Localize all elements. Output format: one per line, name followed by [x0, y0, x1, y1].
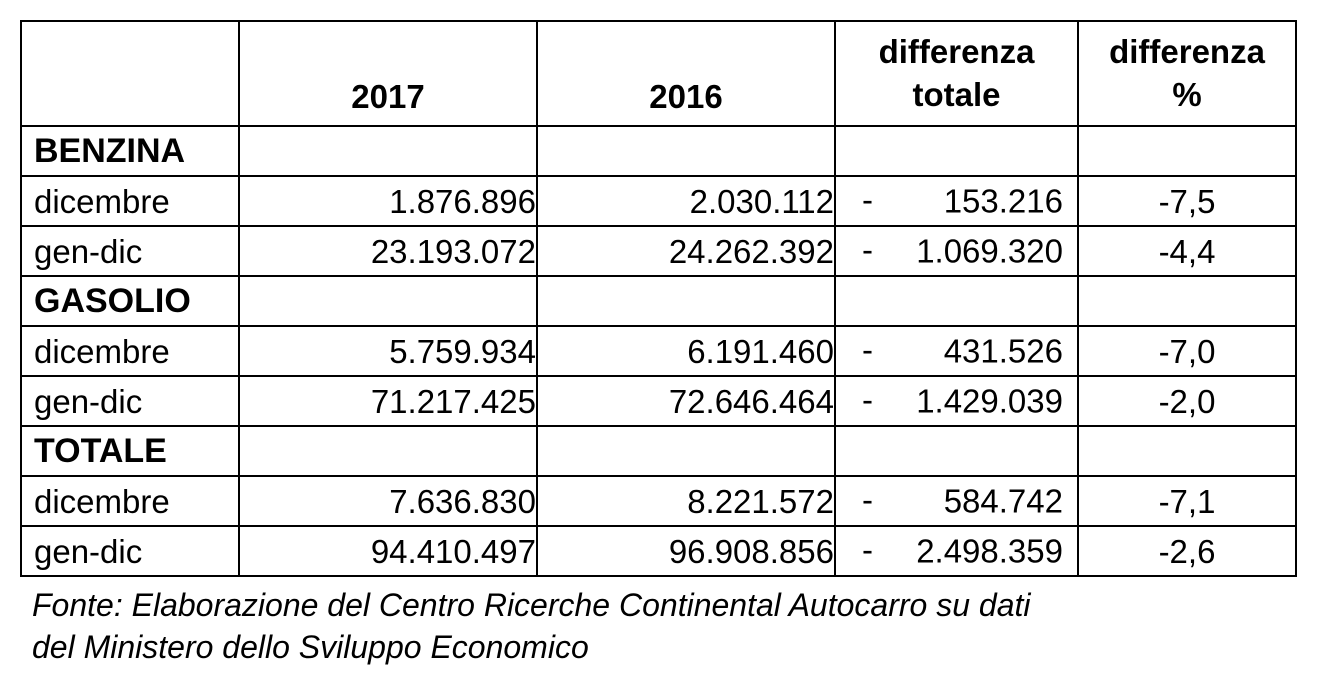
source-note: Fonte: Elaborazione del Centro Ricerche … — [32, 584, 1030, 668]
header-2016: 2016 — [536, 20, 836, 127]
diff-sign: - — [862, 230, 873, 268]
header-diff-total-line1: differenza — [878, 32, 1035, 70]
diff-pct-value: -2,0 — [1077, 375, 1297, 427]
header-diff-total: differenza totale — [834, 20, 1079, 127]
table-row: dicembre 1.876.896 2.030.112 - 153.216 -… — [20, 175, 1297, 227]
value-2017: 7.636.830 — [238, 475, 538, 527]
empty-cell — [238, 275, 538, 327]
value-2017: 5.759.934 — [238, 325, 538, 377]
value-2016: 72.646.464 — [536, 375, 836, 427]
header-diff-total-line2: totale — [912, 75, 1001, 113]
diff-sign: - — [862, 380, 873, 418]
value-2016: 6.191.460 — [536, 325, 836, 377]
diff-total-value: 431.526 — [943, 332, 1063, 370]
section-row-gasolio: GASOLIO — [20, 275, 1297, 327]
value-2017: 23.193.072 — [238, 225, 538, 277]
diff-sign: - — [862, 180, 873, 218]
value-2016: 24.262.392 — [536, 225, 836, 277]
empty-cell — [1077, 125, 1297, 177]
diff-pct-value: -4,4 — [1077, 225, 1297, 277]
source-note-line: del Ministero dello Sviluppo Economico — [32, 629, 589, 665]
diff-total-cell: - 1.429.039 — [834, 375, 1079, 427]
empty-cell — [536, 125, 836, 177]
table-row: gen-dic 71.217.425 72.646.464 - 1.429.03… — [20, 375, 1297, 427]
empty-cell — [536, 425, 836, 477]
diff-total-value: 584.742 — [943, 482, 1063, 520]
fuel-consumption-table: 2017 2016 differenza totale differenza %… — [20, 20, 1297, 577]
fuel-consumption-table-container: 2017 2016 differenza totale differenza %… — [20, 20, 1297, 577]
header-empty-cell — [20, 20, 240, 127]
row-label: dicembre — [20, 325, 240, 377]
section-title: TOTALE — [20, 425, 240, 477]
empty-cell — [1077, 425, 1297, 477]
empty-cell — [238, 425, 538, 477]
header-diff-pct-line2: % — [1172, 75, 1202, 113]
row-label: gen-dic — [20, 525, 240, 577]
diff-sign: - — [862, 530, 873, 568]
diff-pct-value: -2,6 — [1077, 525, 1297, 577]
diff-pct-value: -7,5 — [1077, 175, 1297, 227]
value-2016: 96.908.856 — [536, 525, 836, 577]
table-row: dicembre 7.636.830 8.221.572 - 584.742 -… — [20, 475, 1297, 527]
value-2017: 71.217.425 — [238, 375, 538, 427]
row-label: dicembre — [20, 475, 240, 527]
diff-total-cell: - 431.526 — [834, 325, 1079, 377]
row-label: gen-dic — [20, 225, 240, 277]
row-label: gen-dic — [20, 375, 240, 427]
diff-total-cell: - 2.498.359 — [834, 525, 1079, 577]
diff-total-value: 1.429.039 — [916, 382, 1063, 420]
empty-cell — [834, 275, 1079, 327]
header-diff-pct-line1: differenza — [1109, 32, 1265, 70]
empty-cell — [834, 125, 1079, 177]
value-2016: 2.030.112 — [536, 175, 836, 227]
table-row: gen-dic 94.410.497 96.908.856 - 2.498.35… — [20, 525, 1297, 577]
value-2017: 1.876.896 — [238, 175, 538, 227]
source-note-line: Fonte: Elaborazione del Centro Ricerche … — [32, 587, 1031, 623]
diff-total-value: 1.069.320 — [916, 232, 1063, 270]
value-2017: 94.410.497 — [238, 525, 538, 577]
diff-sign: - — [862, 480, 873, 518]
header-diff-pct: differenza % — [1077, 20, 1297, 127]
header-2017: 2017 — [238, 20, 538, 127]
diff-pct-value: -7,1 — [1077, 475, 1297, 527]
table-header-row: 2017 2016 differenza totale differenza % — [20, 20, 1297, 127]
section-row-totale: TOTALE — [20, 425, 1297, 477]
row-label: dicembre — [20, 175, 240, 227]
diff-total-value: 2.498.359 — [916, 532, 1063, 570]
table-row: dicembre 5.759.934 6.191.460 - 431.526 -… — [20, 325, 1297, 377]
section-row-benzina: BENZINA — [20, 125, 1297, 177]
section-title: BENZINA — [20, 125, 240, 177]
diff-pct-value: -7,0 — [1077, 325, 1297, 377]
diff-total-value: 153.216 — [943, 182, 1063, 220]
empty-cell — [536, 275, 836, 327]
value-2016: 8.221.572 — [536, 475, 836, 527]
empty-cell — [238, 125, 538, 177]
diff-total-cell: - 584.742 — [834, 475, 1079, 527]
diff-total-cell: - 1.069.320 — [834, 225, 1079, 277]
empty-cell — [1077, 275, 1297, 327]
diff-sign: - — [862, 330, 873, 368]
table-row: gen-dic 23.193.072 24.262.392 - 1.069.32… — [20, 225, 1297, 277]
empty-cell — [834, 425, 1079, 477]
section-title: GASOLIO — [20, 275, 240, 327]
diff-total-cell: - 153.216 — [834, 175, 1079, 227]
